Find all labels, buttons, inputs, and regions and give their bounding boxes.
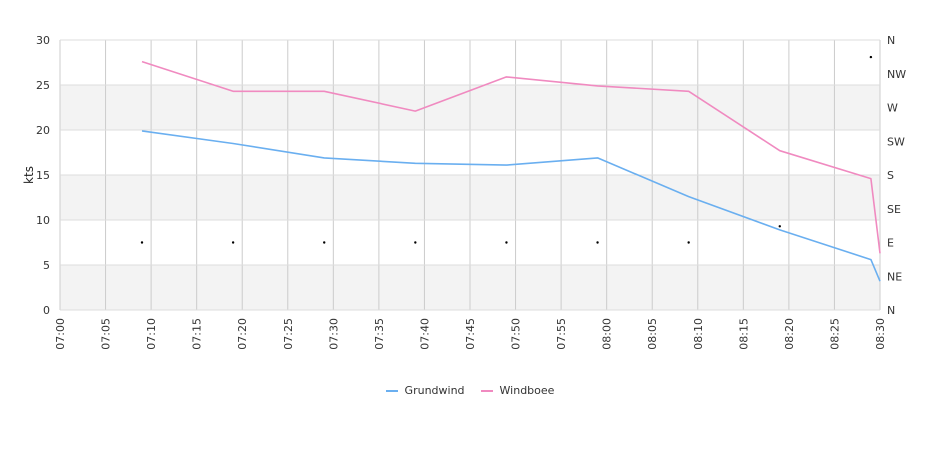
x-tick-label: 08:10 xyxy=(692,318,705,350)
y-tick-label: 25 xyxy=(36,79,50,92)
direction-tick-label: NW xyxy=(887,68,906,81)
legend-label-grundwind: Grundwind xyxy=(404,384,465,397)
direction-marker xyxy=(869,55,873,59)
x-tick-label: 08:05 xyxy=(646,318,659,350)
series-line-windboee xyxy=(141,60,881,254)
x-tick-label: 07:05 xyxy=(100,318,113,350)
x-tick-label: 07:20 xyxy=(236,318,249,350)
chart-legend: Grundwind Windboee xyxy=(0,384,940,397)
x-tick-label: 07:40 xyxy=(418,318,431,350)
x-tick-label: 07:45 xyxy=(464,318,477,350)
y-tick-label: 10 xyxy=(36,214,50,227)
y-axis-tick-labels: 0 5 10 15 20 25 30 xyxy=(36,34,50,317)
direction-tick-label: SW xyxy=(887,135,905,148)
legend-swatch-grundwind xyxy=(385,389,398,392)
horizontal-gridlines xyxy=(60,39,880,311)
series-layer xyxy=(141,60,881,282)
x-axis-tick-labels: 07:00 07:05 07:10 07:15 07:20 07:25 07:30 07:35… xyxy=(54,318,887,350)
y-tick-label: 5 xyxy=(43,259,50,272)
x-tick-label: 08:30 xyxy=(874,318,887,350)
x-tick-label: 07:35 xyxy=(373,318,386,350)
direction-tick-label: S xyxy=(887,169,894,182)
x-tick-label: 07:00 xyxy=(54,318,67,350)
direction-marker xyxy=(596,241,599,244)
direction-tick-label: W xyxy=(887,102,898,115)
direction-marker xyxy=(778,225,781,228)
x-tick-label: 08:15 xyxy=(737,318,750,350)
direction-marker xyxy=(323,241,326,244)
x-tick-label: 07:10 xyxy=(145,318,158,350)
legend-swatch-windboee xyxy=(480,389,493,392)
y-tick-label: 15 xyxy=(36,169,50,182)
direction-marker xyxy=(505,241,508,244)
legend-label-windboee: Windboee xyxy=(499,384,555,397)
x-tick-label: 08:20 xyxy=(783,318,796,350)
direction-markers xyxy=(140,55,873,244)
direction-marker xyxy=(231,241,235,244)
y-axis-title: kts xyxy=(22,166,36,184)
direction-marker xyxy=(414,241,417,244)
direction-tick-label: N xyxy=(887,34,895,47)
direction-marker xyxy=(140,241,144,244)
legend-item-grundwind[interactable]: Grundwind xyxy=(385,384,465,397)
direction-tick-label: N xyxy=(887,304,895,317)
x-tick-label: 07:25 xyxy=(282,318,295,350)
direction-tick-label: SE xyxy=(887,203,901,216)
x-tick-label: 07:50 xyxy=(510,318,523,350)
direction-tick-label: E xyxy=(887,237,894,250)
legend-item-windboee[interactable]: Windboee xyxy=(480,384,555,397)
x-tick-label: 08:25 xyxy=(828,318,841,350)
x-tick-label: 07:55 xyxy=(555,318,568,350)
y-tick-label: 0 xyxy=(43,304,50,317)
x-tick-label: 08:00 xyxy=(601,318,614,350)
y-tick-label: 30 xyxy=(36,34,50,47)
direction-marker xyxy=(687,241,690,244)
direction-tick-label: NE xyxy=(887,270,902,283)
series-line-grundwind xyxy=(141,130,881,282)
direction-axis-tick-labels: N NE E SE S SW W NW N xyxy=(887,34,906,317)
x-tick-label: 07:30 xyxy=(327,318,340,350)
x-tick-label: 07:15 xyxy=(191,318,204,350)
y-tick-label: 20 xyxy=(36,124,50,137)
